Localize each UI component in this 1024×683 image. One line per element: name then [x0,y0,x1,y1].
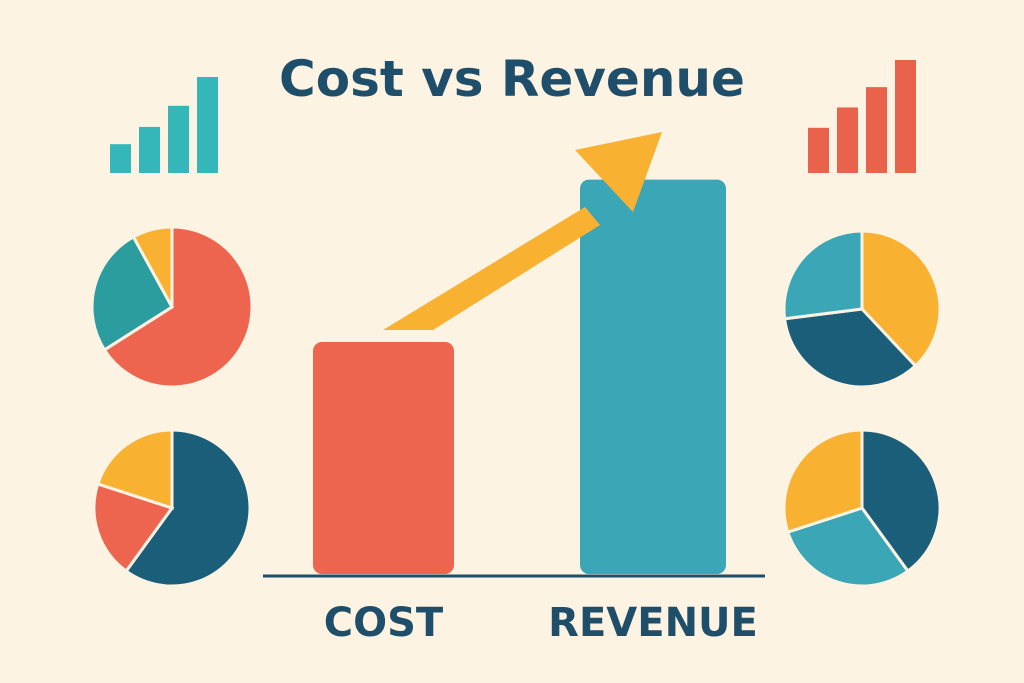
pie-slice [124,428,252,588]
trend-arrow-icon [383,132,662,330]
pie-chart-bottom-right-icon [782,428,942,588]
pie-slice [860,428,942,574]
bar-cost [313,342,454,574]
bar-revenue [580,179,726,574]
chart-title: Cost vs Revenue [279,50,745,108]
mini-bar [139,126,160,173]
mini-bar-chart-right-icon [808,60,916,173]
pie-slice [860,229,942,368]
mini-bar [110,144,131,173]
mini-bar [895,60,916,173]
pie-slice [782,229,864,321]
pie-chart-bottom-left-icon [92,428,252,588]
pie-slice [131,225,174,308]
pie-slice [785,506,910,588]
mini-bar [808,127,829,173]
trend-arrow-shaft [383,207,600,330]
pie-slice [102,225,254,389]
mini-bar [866,87,887,173]
pie-chart-top-right-icon [782,229,942,389]
pie-slice [95,428,174,511]
mini-bar [168,105,189,173]
pie-slice [90,234,174,352]
pie-slice [782,428,864,534]
trend-arrow-head [575,132,662,212]
mini-bar [197,77,218,173]
mini-bar [837,107,858,173]
pie-chart-top-left-icon [90,225,254,389]
category-label-cost: COST [324,600,444,646]
pie-slice [92,482,175,574]
pie-slice [782,307,918,389]
mini-bar-chart-left-icon [110,77,218,173]
category-label-revenue: REVENUE [548,600,758,646]
